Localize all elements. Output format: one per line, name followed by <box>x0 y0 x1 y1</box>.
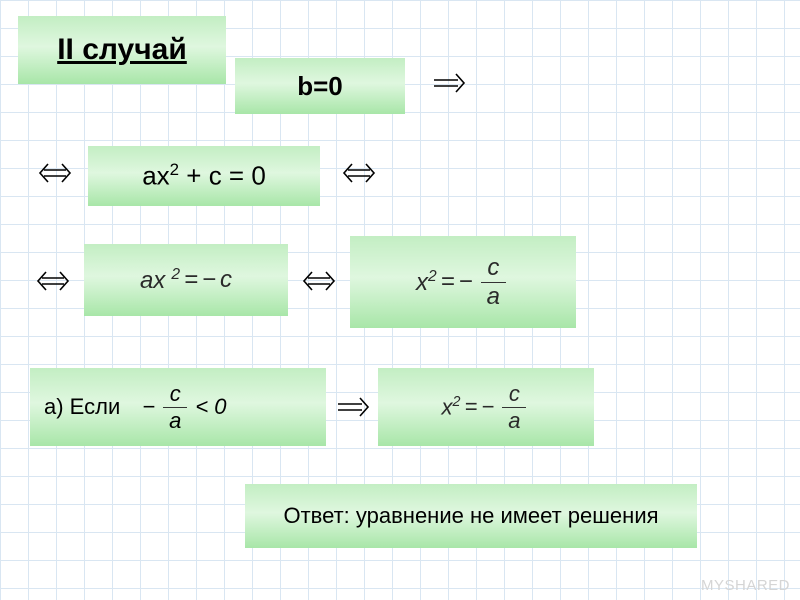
case-a-condition: а) Если − c a < 0 <box>30 368 326 446</box>
answer-box: Ответ: уравнение не имеет решения <box>245 484 697 548</box>
r4r-den: a <box>502 407 526 432</box>
r4r-eq: = <box>464 394 477 420</box>
eq3-x: x <box>416 269 428 296</box>
eq2-lhs: ax <box>140 267 165 294</box>
eq2-rhs: c <box>220 266 232 294</box>
watermark: MYSHARED <box>701 577 790 594</box>
eq3-den: a <box>481 282 506 309</box>
r4r-num: c <box>503 383 526 407</box>
eq1-exp: 2 <box>170 160 179 179</box>
condition-b0: b=0 <box>235 58 405 114</box>
r4r-x: x <box>442 394 453 419</box>
row4-lt: < 0 <box>195 394 226 420</box>
equation-ax2-eq-negc: ax 2 = − c <box>84 244 288 316</box>
eq2-eq: = <box>184 266 198 294</box>
slide-title: II случай <box>18 16 226 84</box>
eq2-neg: − <box>202 266 216 294</box>
r4r-neg: − <box>481 394 494 420</box>
r4r-frac: c a <box>502 383 526 432</box>
equation-x2-eq-negca: x2 = − c a <box>350 236 576 328</box>
case-a-result: x2 = − c a <box>378 368 594 446</box>
arrow-iff-1 <box>38 160 72 194</box>
eq3-eq: = <box>441 268 455 296</box>
row4-frac: c a <box>163 383 187 432</box>
arrow-implies-1 <box>432 70 466 104</box>
arrow-iff-2 <box>342 160 376 194</box>
eq2-exp: 2 <box>171 266 180 283</box>
eq1-a: a <box>142 161 156 191</box>
arrow-implies-2 <box>336 394 370 428</box>
eq1-x: x <box>157 161 170 191</box>
eq3-frac: c a <box>481 256 506 309</box>
eq3-neg: − <box>459 268 473 296</box>
row4-neg: − <box>142 394 155 420</box>
arrow-iff-3 <box>36 268 70 302</box>
eq3-num: c <box>481 256 505 282</box>
arrow-iff-4 <box>302 268 336 302</box>
row4-den: a <box>163 407 187 432</box>
row4-label: а) Если <box>44 394 120 420</box>
r4r-exp: 2 <box>453 394 461 410</box>
eq3-exp: 2 <box>428 268 437 285</box>
equation-ax2-c: ax2 + c = 0 <box>88 146 320 206</box>
row4-num: c <box>164 383 187 407</box>
eq1-rest: + c = 0 <box>179 161 266 191</box>
